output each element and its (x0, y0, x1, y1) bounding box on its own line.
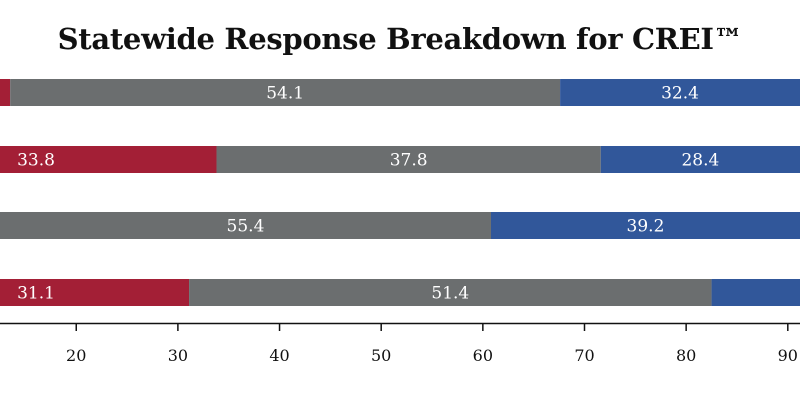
x-tick-label: 40 (269, 346, 289, 365)
data-label: 31.1 (17, 284, 55, 304)
x-tick-label: 20 (66, 346, 86, 365)
x-tick-label: 30 (168, 346, 188, 365)
data-label: 54.1 (266, 84, 304, 104)
data-label: 51.4 (431, 284, 469, 304)
data-label: 37.8 (390, 151, 428, 171)
bar-segment-blue (711, 279, 800, 306)
x-tick-label: 60 (473, 346, 493, 365)
bar-segment-red (0, 279, 190, 306)
x-axis: 20 30 40 50 60 70 80 90 (0, 322, 800, 365)
x-tick-label: 80 (676, 346, 696, 365)
bar-segment-blue (600, 146, 800, 173)
data-label: 39.2 (627, 217, 665, 237)
x-tick-label: 90 (778, 346, 798, 365)
data-label: 32.4 (661, 84, 699, 104)
bar-segment-gray (216, 146, 601, 173)
bar-segment-gray (10, 79, 561, 106)
bar-segment-gray (189, 279, 712, 306)
bar-segment-blue (560, 79, 800, 106)
data-label: 55.4 (227, 217, 265, 237)
bar-segment-red (0, 79, 11, 106)
bars-group: 54.1 32.4 33.8 37.8 28.4 55.4 39.2 31.1 51.4 (0, 79, 800, 306)
chart-title: Statewide Response Breakdown for CREI™ (57, 22, 743, 56)
bar-segment-blue (490, 212, 800, 239)
x-tick-label: 70 (574, 346, 594, 365)
data-label: 28.4 (681, 151, 719, 171)
data-label: 33.8 (17, 151, 55, 171)
bar-segment-gray (0, 212, 491, 239)
bar-segment-red (0, 146, 217, 173)
x-tick-label: 50 (371, 346, 391, 365)
